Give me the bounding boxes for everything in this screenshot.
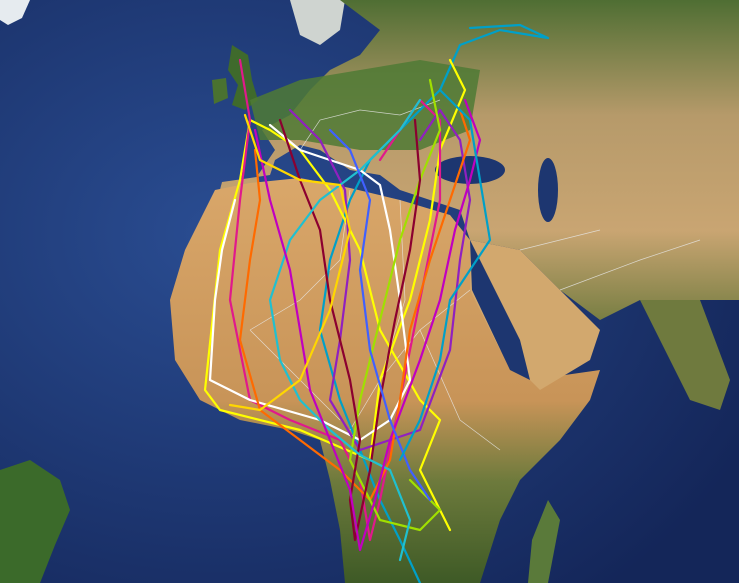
greenland [0, 0, 30, 25]
red-sea [470, 240, 530, 380]
ireland [212, 78, 228, 104]
track [228, 58, 442, 542]
track [228, 113, 352, 412]
black-sea [435, 156, 505, 184]
india [640, 300, 730, 410]
track [278, 118, 422, 542]
caspian-sea [538, 158, 558, 222]
track [348, 78, 442, 532]
track [253, 98, 482, 552]
track [398, 88, 492, 462]
south-america [0, 460, 70, 583]
track [328, 128, 432, 502]
scandinavia [290, 0, 345, 45]
madagascar [528, 500, 560, 583]
track [268, 98, 422, 562]
